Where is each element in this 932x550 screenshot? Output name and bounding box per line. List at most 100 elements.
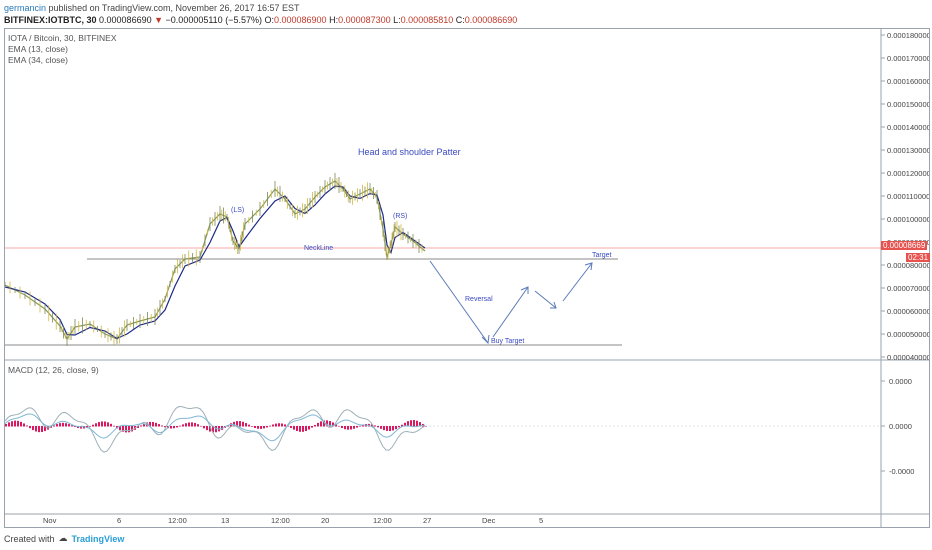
macd-bar (332, 422, 334, 427)
macd-bar (116, 426, 118, 429)
footer: Created with ☁ TradingView (4, 533, 124, 544)
macd-bar (194, 422, 196, 427)
macd-bar (101, 421, 103, 427)
projection-down-arrow (429, 260, 489, 344)
macd-bar (302, 426, 304, 432)
macd-bar (95, 423, 97, 427)
macd-bar (71, 425, 73, 427)
legend-ema34[interactable]: EMA (34, close) (8, 55, 68, 65)
neckline-label[interactable]: NeckLine (304, 245, 333, 252)
projection-path[interactable] (429, 260, 593, 345)
macd-bar (245, 423, 247, 427)
macd-bar (11, 421, 13, 427)
macd-bar (215, 426, 217, 433)
macd-bar (17, 420, 19, 427)
macd-bar (317, 422, 319, 427)
macd-bar (251, 426, 253, 427)
price-series (5, 180, 426, 341)
legend-title[interactable]: IOTA / Bitcoin, 30, BITFINEX (8, 33, 117, 43)
macd-bar (404, 422, 406, 427)
macd-bar (275, 423, 277, 427)
buy-target-label[interactable]: Buy Target (491, 338, 524, 345)
macd-bar (425, 425, 427, 427)
macd-bar (206, 426, 208, 431)
macd-bar (44, 426, 46, 432)
macd-bar (104, 421, 106, 427)
tradingview-brand[interactable]: TradingView (71, 533, 125, 544)
macd-bar (209, 426, 211, 432)
time-tick-label: 12:00 (271, 516, 290, 525)
ohlc-bar: BITFINEX:IOTBTC, 30 0.000086690 ▼ −0.000… (4, 15, 517, 25)
time-tick-label: 27 (423, 516, 431, 525)
arrowhead-icon (584, 262, 593, 271)
chart-legend: IOTA / Bitcoin, 30, BITFINEX EMA (13, cl… (8, 33, 117, 66)
macd-bar (371, 424, 373, 427)
macd-bar (23, 423, 25, 427)
macd-bar (158, 424, 160, 427)
macd-bar (113, 425, 115, 427)
macd-bar (326, 420, 328, 427)
macd-bar (119, 426, 121, 431)
right-shoulder-label[interactable]: (RS) (393, 213, 407, 220)
macd-bar (278, 423, 280, 427)
time-tick-label: 6 (117, 516, 121, 525)
macd-bar (197, 424, 199, 427)
macd-axis[interactable]: 0.0000 0.0000 -0.0000 (881, 377, 914, 476)
macd-bar (263, 426, 265, 429)
high-label: H: (329, 15, 339, 25)
author-link[interactable]: germancin (4, 3, 47, 13)
time-tick-label: 12:00 (168, 516, 187, 525)
left-shoulder-label[interactable]: (LS) (231, 207, 244, 214)
target-label[interactable]: Target (592, 252, 612, 259)
macd-bar (398, 426, 400, 428)
macd-bar (56, 424, 58, 427)
legend-ema13[interactable]: EMA (13, close) (8, 44, 68, 54)
legend-macd[interactable]: MACD (12, 26, close, 9) (8, 365, 99, 375)
arrowhead-icon (520, 286, 529, 294)
projection-up-arrow (492, 286, 529, 338)
macd-bar (173, 426, 175, 429)
macd-bar (260, 426, 262, 429)
macd-bar (287, 425, 289, 427)
macd-bar (14, 420, 16, 427)
macd-bar (20, 421, 22, 427)
macd-bar (362, 424, 364, 427)
macd-bar (200, 425, 202, 427)
macd-bar (26, 425, 28, 427)
macd-bar (266, 426, 268, 428)
macd-bar (179, 425, 181, 427)
macd-bar (107, 422, 109, 427)
macd-bar (32, 426, 34, 431)
macd-bar (311, 426, 313, 428)
pattern-title[interactable]: Head and shoulder Patter (358, 147, 461, 157)
macd-bar (407, 421, 409, 427)
macd-bar (35, 426, 37, 432)
macd-bar (380, 426, 382, 429)
signal-line (5, 413, 426, 442)
macd-bar (413, 420, 415, 427)
macd-bar (92, 424, 94, 427)
macd-bar (353, 426, 355, 429)
macd-bar (356, 426, 358, 428)
price-change: −0.000005110 (−5.57%) (165, 15, 262, 25)
macd-bar (344, 426, 346, 430)
macd-histogram (5, 420, 427, 433)
close-value: 0.000086690 (464, 15, 518, 25)
macd-bar (182, 424, 184, 427)
time-axis[interactable]: Nov 6 12:00 13 12:00 20 12:00 27 Dec 5 (43, 516, 543, 525)
macd-bar (392, 426, 394, 431)
macd-bar (341, 426, 343, 429)
reversal-label[interactable]: Reversal (465, 296, 493, 303)
macd-bar (350, 426, 352, 430)
macd-bar (377, 426, 379, 428)
macd-bar (53, 425, 55, 427)
